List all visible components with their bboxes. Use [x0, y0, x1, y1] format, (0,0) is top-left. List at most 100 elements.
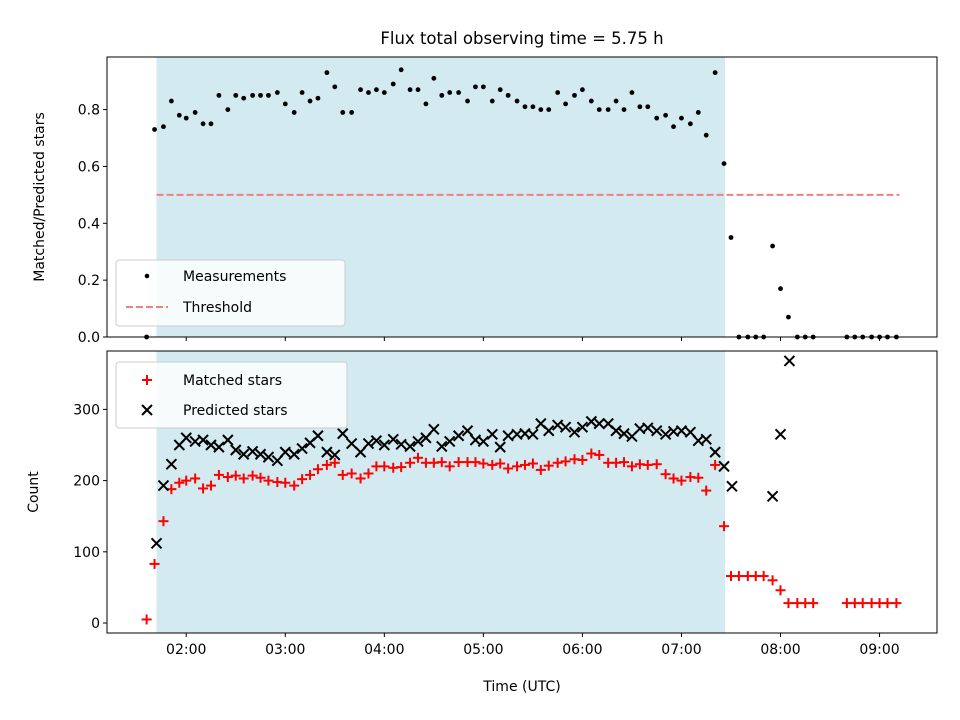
- predicted-stars-point-b: [362, 437, 375, 450]
- measurement-point: [489, 98, 495, 104]
- predicted-stars-point-b: [436, 440, 448, 453]
- bottom-axes-frame: [106, 350, 938, 634]
- measurement-point: [563, 101, 568, 107]
- y-tick-label: 100: [73, 545, 100, 561]
- measurement-point: [712, 70, 718, 76]
- predicted-stars-point: [726, 480, 738, 493]
- predicted-stars-point: [345, 437, 358, 450]
- bottom-legend-box: [115, 361, 348, 429]
- top-legend: Measurements Threshold: [115, 259, 346, 327]
- predicted-stars-point-b: [576, 421, 589, 433]
- predicted-stars-point: [237, 448, 250, 460]
- measurement-point: [596, 107, 602, 112]
- predicted-stars-point: [337, 427, 349, 440]
- predicted-stars-point: [675, 425, 688, 437]
- predicted-stars-point: [262, 451, 275, 463]
- predicted-stars-point-b: [766, 490, 779, 502]
- matched-stars-point: [767, 575, 778, 586]
- measurement-point: [679, 115, 684, 121]
- measurement-point: [721, 161, 727, 166]
- predicted-stars-point: [585, 415, 598, 428]
- predicted-stars-point-b: [477, 435, 490, 448]
- predicted-stars-point: [279, 446, 291, 458]
- measurement-point: [358, 87, 363, 93]
- x-tick-label: 02:00: [166, 642, 206, 658]
- predicted-stars-point-b: [262, 451, 275, 463]
- predicted-stars-point: [378, 439, 391, 451]
- measurement-point: [324, 70, 330, 76]
- measurement-point: [770, 243, 775, 249]
- predicted-stars-point-b: [494, 441, 506, 453]
- predicted-stars-point-b: [692, 435, 705, 447]
- matched-stars-point: [346, 468, 357, 479]
- x-tick-label: 06:00: [562, 642, 602, 658]
- predicted-stars-point-b: [312, 430, 324, 442]
- matched-stars-point: [247, 470, 258, 481]
- predicted-stars-point-b: [370, 435, 383, 447]
- y-tick-label: 0: [91, 616, 100, 632]
- predicted-stars-point: [197, 434, 209, 446]
- measurement-point: [439, 92, 445, 98]
- matched-stars-point: [453, 457, 464, 468]
- measurement-point: [233, 92, 239, 98]
- predicted-stars-point: [494, 441, 506, 453]
- matched-stars-point: [882, 598, 893, 609]
- measurement-point: [152, 127, 157, 132]
- predicted-stars-point: [486, 428, 498, 441]
- predicted-stars-point-b: [222, 434, 234, 446]
- measurement-point: [530, 104, 536, 110]
- predicted-stars-point-b: [428, 423, 440, 436]
- measurement-point: [381, 90, 387, 95]
- matched-stars-point: [149, 558, 160, 569]
- predicted-stars-point-b: [486, 428, 498, 441]
- predicted-stars-point: [404, 440, 416, 453]
- measurement-point: [208, 121, 214, 127]
- measurement-point: [349, 110, 355, 115]
- predicted-stars-point-b: [511, 428, 523, 441]
- measurement-point: [621, 107, 627, 112]
- bottom-ticks: 0 100 200 300 02:00 03:00 04:00 05:00 06:00 07:00…: [73, 402, 899, 658]
- predicted-stars-point-b: [774, 428, 787, 441]
- x-tick-label: 05:00: [463, 642, 503, 658]
- measurement-point: [407, 87, 413, 93]
- measurement-point: [200, 121, 206, 127]
- measurement-point: [176, 112, 182, 118]
- legend-x-marker: [141, 404, 153, 416]
- matched-stars-point: [355, 473, 366, 484]
- predicted-stars-point: [452, 430, 465, 442]
- matched-stars-point: [519, 459, 530, 470]
- matched-stars-point: [305, 469, 316, 480]
- predicted-stars-point-b: [345, 437, 358, 450]
- measurement-point: [588, 98, 594, 104]
- measurement-point: [663, 112, 669, 118]
- matched-stars-point: [396, 462, 407, 473]
- matched-stars-point: [512, 461, 523, 472]
- predicted-stars-point-b: [197, 434, 209, 446]
- predicted-stars-point-b: [610, 425, 622, 437]
- measurement-point: [332, 84, 338, 90]
- predicted-stars-point-b: [452, 430, 465, 442]
- matched-stars-point: [710, 459, 721, 470]
- predicted-stars-point: [213, 441, 225, 453]
- predicted-stars-point: [436, 440, 448, 453]
- matched-stars-point: [312, 464, 323, 475]
- measurement-point: [465, 98, 470, 104]
- predicted-stars-point-b: [237, 448, 250, 460]
- measurement-point: [374, 87, 379, 93]
- predicted-stars-point: [329, 449, 341, 461]
- predicted-stars-point-b: [700, 433, 712, 446]
- predicted-stars-point: [642, 422, 654, 434]
- predicted-stars-point-b: [675, 425, 688, 437]
- matched-stars-point: [363, 468, 374, 479]
- matched-stars-point: [158, 516, 169, 527]
- matched-stars-point: [205, 480, 216, 491]
- bottom-y-axis-label: Count: [26, 471, 42, 513]
- x-tick-label: 04:00: [364, 642, 404, 658]
- predicted-stars-point-b: [329, 449, 341, 461]
- top-legend-box: [115, 259, 346, 327]
- top-ticks: 0.0 0.2 0.4 0.6 0.8: [78, 103, 881, 346]
- matched-stars-point: [577, 454, 588, 465]
- predicted-stars-point-b: [783, 355, 796, 367]
- measurement-point: [654, 115, 660, 121]
- y-tick-label: 200: [73, 474, 100, 490]
